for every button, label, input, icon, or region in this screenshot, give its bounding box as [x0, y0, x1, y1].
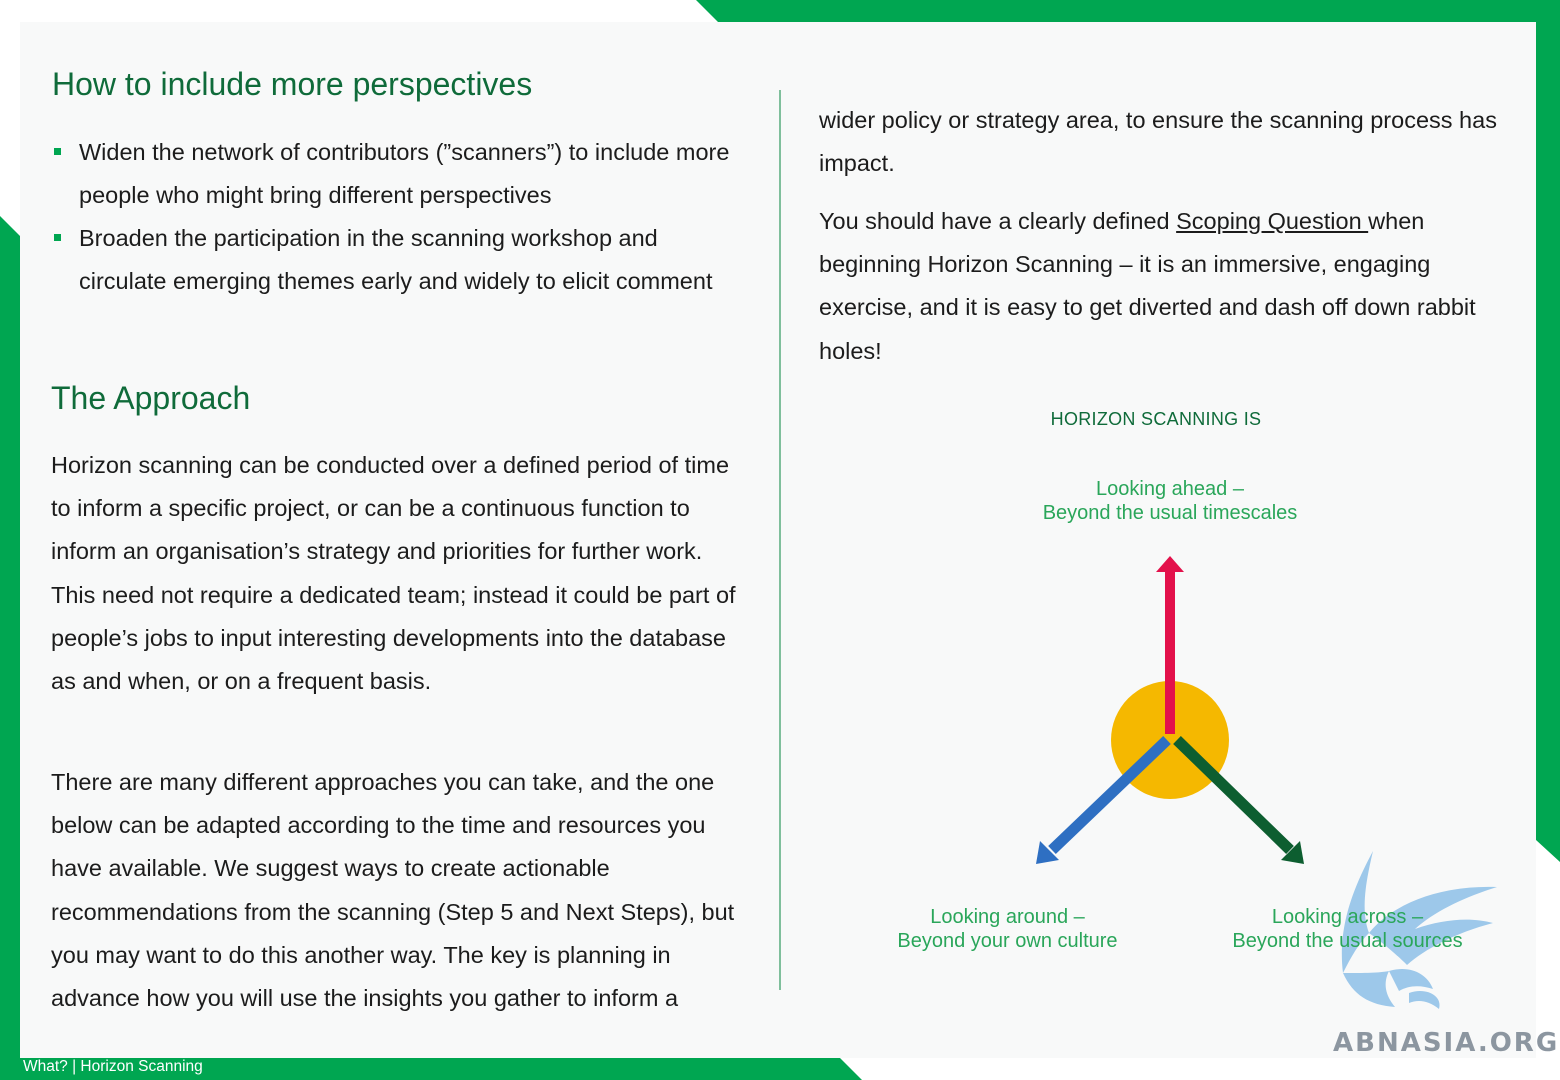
- watermark-text: ABNASIA.ORG: [1333, 1028, 1559, 1058]
- around-arrow-icon: [1036, 740, 1167, 864]
- perspectives-list: Widen the network of contributors (”scan…: [52, 131, 732, 303]
- bullet-icon: [54, 234, 61, 241]
- looking-around-label: Looking around – Beyond your own culture: [870, 905, 1145, 953]
- bullet-icon: [54, 148, 61, 155]
- approach-paragraph-2: There are many different approaches you …: [51, 761, 751, 1020]
- looking-ahead-label: Looking ahead – Beyond the usual timesca…: [1020, 477, 1320, 525]
- looking-across-label: Looking across – Beyond the usual source…: [1210, 905, 1485, 953]
- scoping-paragraph: You should have a clearly defined Scopin…: [819, 200, 1519, 373]
- continued-paragraph: wider policy or strategy area, to ensure…: [819, 99, 1519, 185]
- perspectives-heading: How to include more perspectives: [52, 66, 532, 103]
- list-item: Widen the network of contributors (”scan…: [52, 131, 732, 217]
- column-divider: [779, 90, 781, 990]
- approach-paragraph-1: Horizon scanning can be conducted over a…: [51, 444, 751, 703]
- scoping-question-link[interactable]: Scoping Question: [1176, 208, 1368, 234]
- approach-heading: The Approach: [51, 380, 250, 417]
- footer-breadcrumb: What? | Horizon Scanning: [23, 1058, 203, 1076]
- list-item: Broaden the participation in the scannin…: [52, 217, 732, 303]
- diagram-title: HORIZON SCANNING IS: [1010, 409, 1302, 430]
- horizon-diagram: [1020, 540, 1320, 880]
- across-arrow-icon: [1177, 740, 1304, 864]
